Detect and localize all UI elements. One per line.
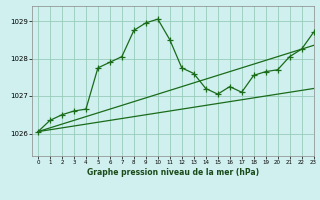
X-axis label: Graphe pression niveau de la mer (hPa): Graphe pression niveau de la mer (hPa) [87,168,259,177]
